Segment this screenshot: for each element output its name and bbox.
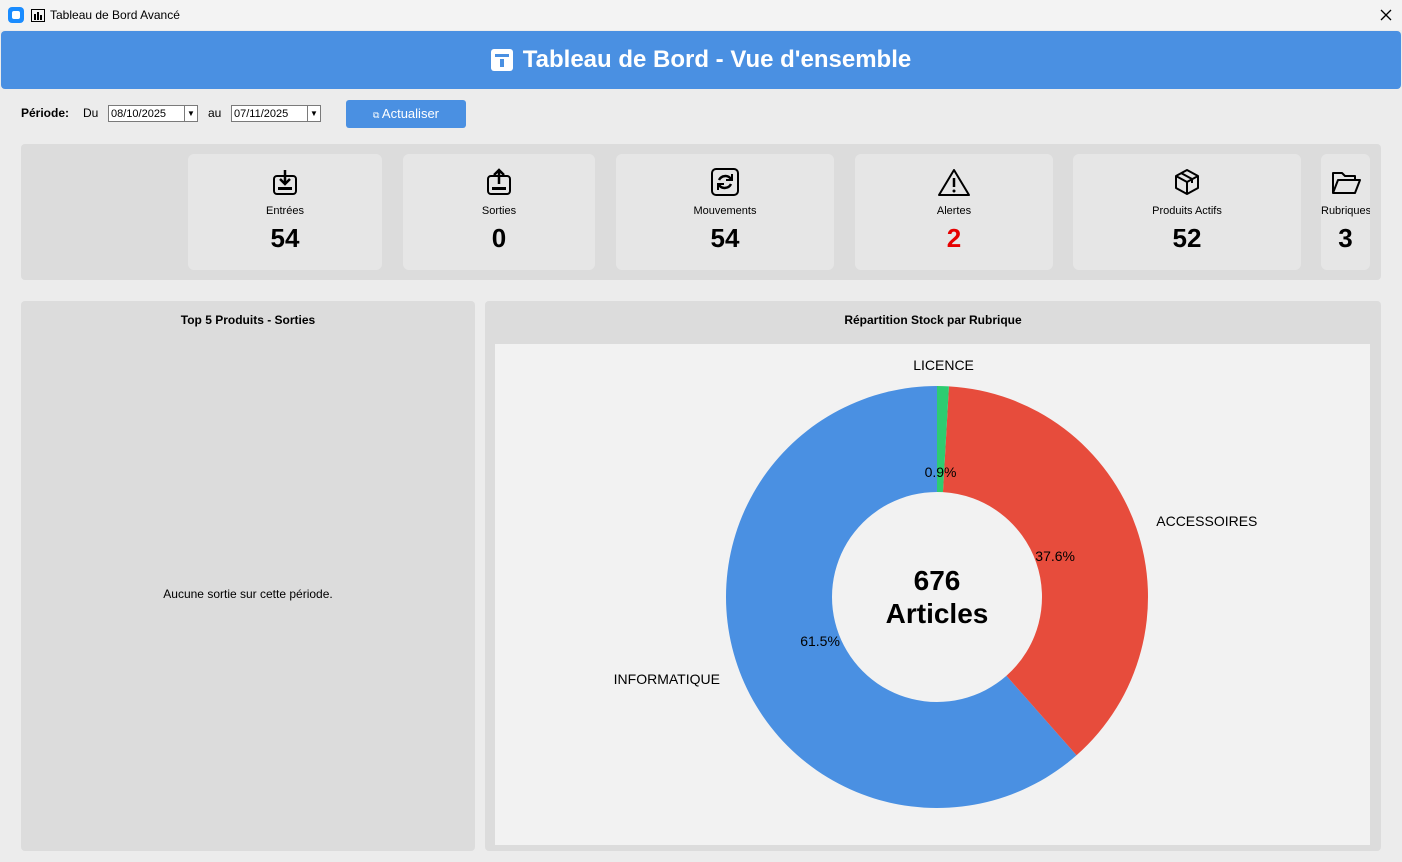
- kpi-card: Alertes 2: [855, 154, 1053, 270]
- to-date-text: 07/11/2025: [234, 108, 289, 120]
- kpi-label: Sorties: [481, 205, 517, 217]
- kpi-icon: [938, 169, 970, 196]
- kpi-icon: [1331, 172, 1361, 194]
- empty-message: Aucune sortie sur cette période.: [163, 587, 333, 601]
- donut-slice: [726, 386, 1077, 808]
- kpi-icon: [1175, 169, 1199, 195]
- chart-icon: [31, 9, 45, 22]
- donut-slice: [942, 386, 1148, 756]
- to-label: au: [208, 106, 222, 120]
- kpi-card: Produits Actifs 52: [1073, 154, 1301, 270]
- kpi-value: 54: [270, 223, 300, 253]
- slice-percent: 0.9%: [925, 464, 957, 480]
- title-bar: Tableau de Bord Avancé: [0, 0, 1402, 30]
- kpi-card: Rubriques 3: [1321, 154, 1370, 270]
- period-label: Période:: [21, 106, 70, 120]
- kpi-value: 52: [1172, 223, 1202, 253]
- window-title: Tableau de Bord Avancé: [50, 8, 180, 22]
- kpi-icon: [487, 168, 511, 195]
- header-icon: [490, 49, 513, 71]
- slice-label: INFORMATIQUE: [614, 671, 720, 687]
- kpi-card: Entrées 54: [188, 154, 382, 270]
- header-title: Tableau de Bord - Vue d'ensemble: [522, 46, 912, 73]
- dropdown-arrow[interactable]: ▼: [307, 106, 320, 121]
- slice-percent: 37.6%: [1035, 548, 1075, 564]
- refresh-label: Actualiser: [381, 106, 439, 121]
- dropdown-arrow[interactable]: ▼: [184, 106, 197, 121]
- kpi-icon: [273, 170, 297, 195]
- from-label: Du: [83, 106, 99, 120]
- kpi-label: Entrées: [266, 205, 304, 217]
- slice-label: LICENCE: [913, 357, 974, 373]
- kpi-label: Mouvements: [693, 205, 757, 217]
- panel-title: Répartition Stock par Rubrique: [844, 313, 1022, 327]
- kpi-label: Rubriques: [1321, 205, 1370, 217]
- kpi-card: Mouvements 54: [616, 154, 834, 270]
- slice-percent: 61.5%: [800, 633, 840, 649]
- to-date[interactable]: 07/11/2025 ▼: [231, 105, 321, 122]
- donut-chart: 61.5% INFORMATIQUE 37.6% ACCESSOIRES 0.9% LIC…: [495, 344, 1370, 845]
- from-date-text: 08/10/2025: [111, 108, 167, 120]
- refresh-button[interactable]: ⧉ Actualiser: [346, 100, 466, 128]
- panel-title: Top 5 Produits - Sorties: [180, 313, 316, 327]
- kpi-value: 54: [710, 223, 740, 253]
- from-date[interactable]: 08/10/2025 ▼: [108, 105, 198, 122]
- app-icon: [8, 7, 24, 23]
- center-label: Articles: [886, 598, 989, 629]
- donut-slice: [937, 386, 949, 493]
- top-products-panel: Top 5 Produits - Sorties Aucune sortie s…: [21, 301, 475, 851]
- center-value: 676: [914, 565, 961, 596]
- kpi-label: Alertes: [936, 205, 972, 217]
- kpi-icon: [711, 168, 739, 196]
- kpi-card: Sorties 0: [403, 154, 595, 270]
- header: Tableau de Bord - Vue d'ensemble: [1, 31, 1401, 89]
- kpi-value: 3: [1338, 223, 1353, 253]
- kpi-value: 2: [946, 223, 962, 253]
- close-button[interactable]: [1380, 9, 1392, 21]
- slice-label: ACCESSOIRES: [1156, 513, 1257, 529]
- kpi-value: 0: [491, 223, 507, 253]
- kpi-label: Produits Actifs: [1152, 205, 1222, 217]
